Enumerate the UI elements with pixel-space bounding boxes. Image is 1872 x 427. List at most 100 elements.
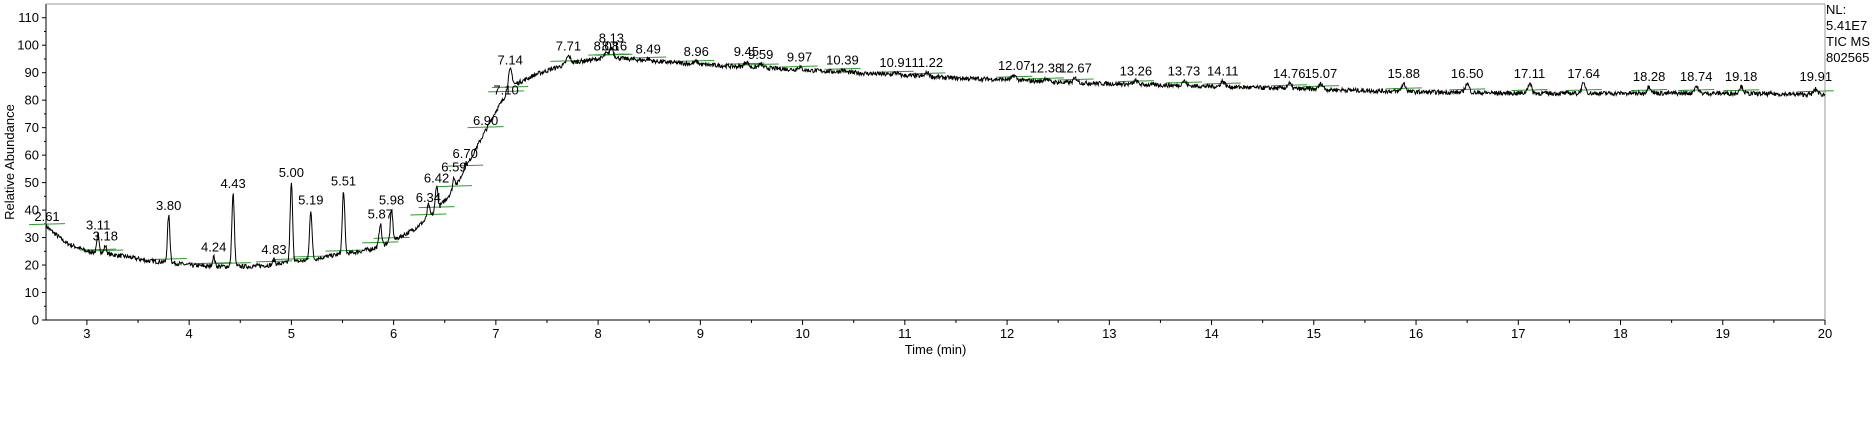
peak-label: 3.80: [156, 198, 181, 213]
peak-label: 12.38: [1030, 61, 1063, 76]
peak-label: 17.64: [1567, 66, 1600, 81]
peak-label: 9.59: [748, 47, 773, 62]
x-tick-label: 9: [697, 326, 704, 341]
peak-label: 12.07: [998, 58, 1031, 73]
y-tick-label: 90: [25, 65, 39, 80]
peak-label: 16.50: [1451, 66, 1484, 81]
peak-baseline-marker: [29, 223, 66, 226]
peak-label: 9.45: [734, 44, 759, 59]
y-axis-ticks: 0 10 20 30 40 50 60 70 80 90 100 110: [17, 10, 46, 328]
peak-label: 7.14: [498, 52, 523, 67]
peak-label: 3.18: [93, 228, 118, 243]
x-tick-label: 8: [594, 326, 601, 341]
peak-label: 5.19: [298, 193, 323, 208]
peak-baseline-marker: [1204, 82, 1241, 85]
peak-label: 8.08: [594, 39, 619, 54]
nl-label: NL:: [1826, 2, 1847, 17]
x-tick-label: 4: [186, 326, 193, 341]
peak-label: 18.74: [1680, 69, 1713, 84]
peak-label: 5.00: [279, 165, 304, 180]
peak-label: 14.76: [1273, 66, 1306, 81]
y-tick-label: 80: [25, 93, 39, 108]
peak-baseline-marker: [150, 258, 187, 261]
peak-baseline-marker: [215, 262, 252, 265]
tic-trace-line: [45, 46, 1826, 270]
y-tick-label: 60: [25, 148, 39, 163]
x-tick-label: 19: [1716, 326, 1730, 341]
peak-label: 6.90: [473, 113, 498, 128]
peak-baseline-marker: [1511, 89, 1548, 92]
x-tick-label: 7: [492, 326, 499, 341]
peak-labels: 2.61 3.113.18 3.80 4.24 4.43 4.83 5.00 5.19 5.51…: [34, 30, 1832, 257]
plot-frame: [45, 3, 1826, 321]
peak-baseline-marker: [1449, 88, 1486, 91]
peak-baseline-marker: [362, 241, 399, 244]
peak-label: 7.71: [556, 39, 581, 54]
peak-label: 19.91: [1800, 69, 1833, 84]
peak-label: 9.97: [787, 50, 812, 65]
x-axis-title: Time (min): [905, 342, 967, 357]
peak-baseline-marker: [1631, 89, 1668, 92]
x-tick-label: 20: [1818, 326, 1832, 341]
peak-baseline-marker: [1565, 89, 1602, 92]
x-tick-label: 14: [1204, 326, 1218, 341]
peak-label: 18.28: [1633, 69, 1666, 84]
x-tick-label: 17: [1511, 326, 1525, 341]
peak-label: 6.70: [453, 146, 478, 161]
peak-label: 8.96: [684, 44, 709, 59]
peak-label: 6.42: [424, 171, 449, 186]
peak-label: 8.16: [602, 39, 627, 54]
baseline-markers: [29, 53, 1834, 265]
peak-baseline-marker: [1723, 89, 1760, 92]
peak-label: 5.51: [331, 173, 356, 188]
peak-label: 5.87: [368, 206, 393, 221]
peak-label: 10.39: [826, 52, 859, 67]
peak-label: 4.43: [220, 176, 245, 191]
peak-label: 17.11: [1514, 66, 1546, 81]
y-axis-title: Relative Abundance: [2, 104, 17, 220]
x-tick-label: 13: [1102, 326, 1116, 341]
peak-baseline-marker: [492, 86, 529, 89]
peak-label: 13.73: [1168, 63, 1201, 78]
y-tick-label: 40: [25, 203, 39, 218]
peak-baseline-marker: [1271, 84, 1308, 87]
x-axis-ticks: 3 4 5 6 7 8 9 10 11 12 13 14 15 16 17 18 19 20: [83, 320, 1832, 341]
peak-label: 13.26: [1120, 63, 1153, 78]
peak-label: 4.83: [261, 242, 286, 257]
peak-label: 3.11: [86, 217, 110, 232]
peak-label: 6.59: [441, 160, 466, 175]
x-tick-label: 6: [390, 326, 397, 341]
peak-baseline-marker: [1797, 90, 1834, 93]
peak-label: 4.24: [201, 239, 226, 254]
peak-baseline-marker: [1678, 89, 1715, 92]
peak-baseline-marker: [292, 255, 329, 258]
y-tick-label: 50: [25, 175, 39, 190]
y-tick-label: 110: [18, 10, 39, 25]
peak-baseline-marker: [373, 236, 410, 239]
peak-baseline-marker: [418, 206, 455, 209]
peak-label: 8.13: [599, 30, 624, 45]
y-tick-label: 100: [17, 38, 39, 53]
peak-baseline-marker: [467, 126, 504, 129]
x-tick-label: 16: [1409, 326, 1423, 341]
peak-label: 8.49: [636, 41, 661, 56]
x-tick-label: 10: [795, 326, 809, 341]
peak-label: 11.22: [912, 55, 944, 70]
peak-baseline-marker: [80, 248, 117, 251]
scan-type: TIC MS: [1826, 34, 1871, 49]
y-tick-label: 10: [25, 285, 39, 300]
x-tick-label: 18: [1613, 326, 1627, 341]
sample-id: 802565: [1826, 50, 1870, 65]
peak-baseline-marker: [1027, 77, 1064, 80]
x-tick-label: 12: [1000, 326, 1014, 341]
peak-baseline-marker: [435, 185, 472, 188]
peak-label: 12.67: [1059, 61, 1092, 76]
peak-baseline-marker: [1165, 81, 1202, 84]
peak-label: 15.07: [1305, 66, 1338, 81]
peak-baseline-marker: [1117, 80, 1154, 83]
peak-baseline-marker: [1057, 78, 1094, 81]
peak-baseline-marker: [325, 249, 362, 252]
scan-info: NL: 5.41E7 TIC MS 802565: [1826, 2, 1870, 66]
nl-value: 5.41E7: [1826, 18, 1868, 33]
